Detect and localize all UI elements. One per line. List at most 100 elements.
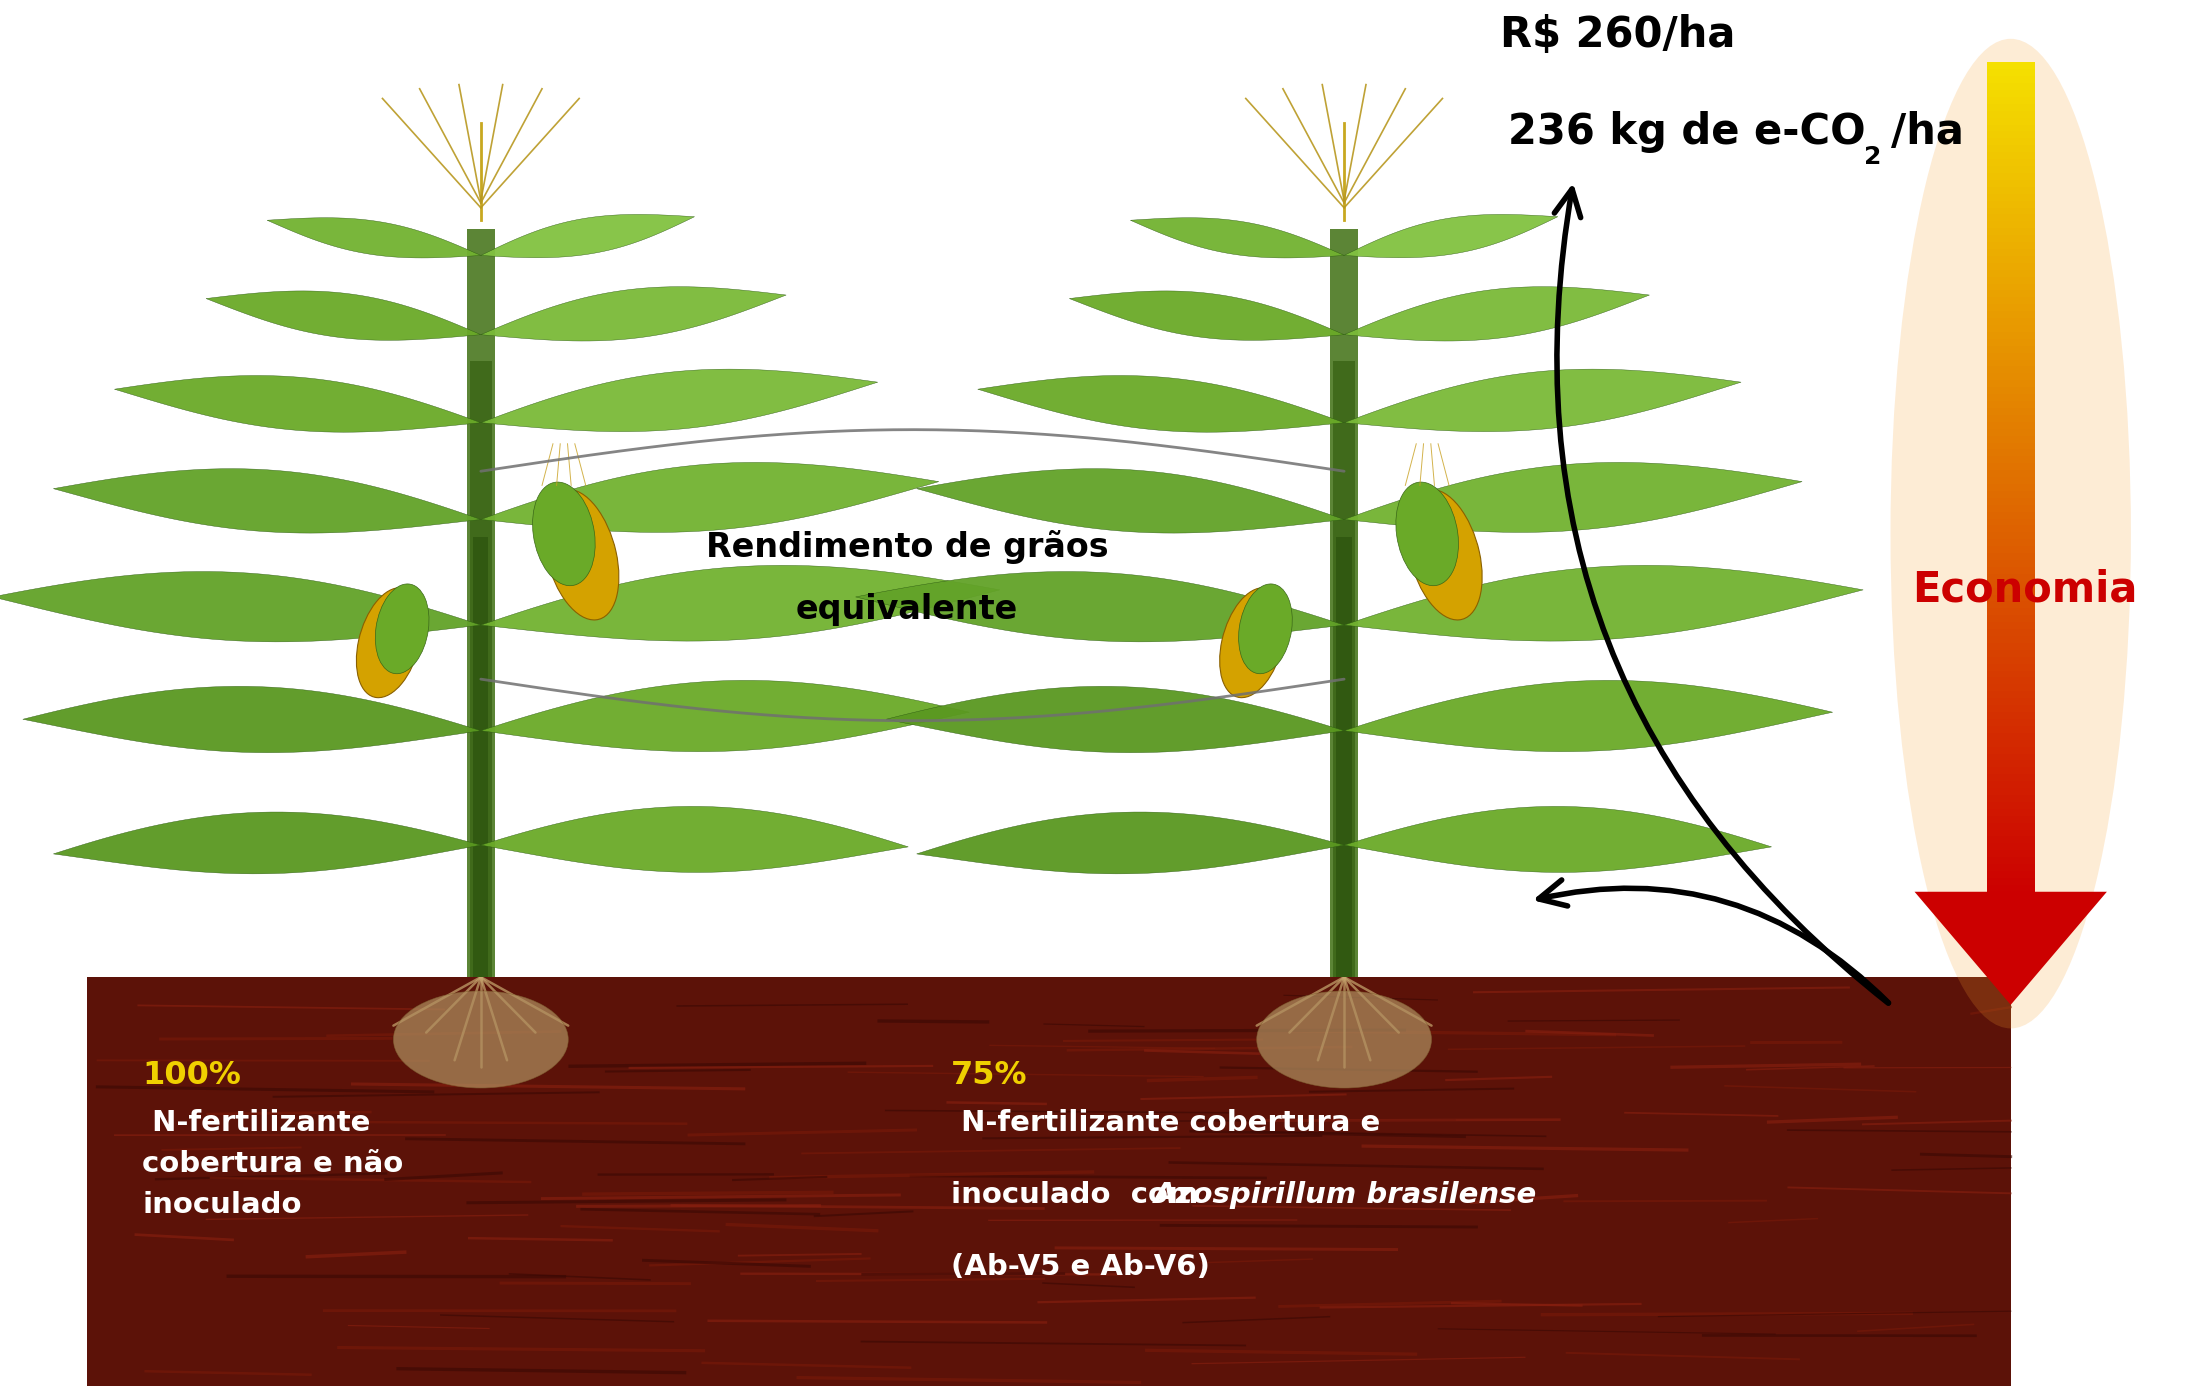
Bar	[1987, 484, 2035, 491]
Bar	[1987, 118, 2035, 125]
Bar	[1987, 518, 2035, 525]
Bar	[1987, 173, 2035, 180]
Bar	[1987, 111, 2035, 118]
Text: Azospirillum brasilense: Azospirillum brasilense	[1154, 1181, 1536, 1209]
Bar	[1987, 215, 2035, 222]
Bar	[1987, 477, 2035, 484]
Bar	[1987, 789, 2035, 796]
Text: 236 kg de e-CO: 236 kg de e-CO	[1508, 111, 1866, 152]
Bar	[1987, 180, 2035, 187]
Bar	[1987, 284, 2035, 291]
Bar	[1987, 146, 2035, 152]
Bar	[1987, 407, 2035, 414]
Bar	[1987, 359, 2035, 366]
Bar	[1987, 884, 2035, 891]
Polygon shape	[481, 565, 1000, 642]
Bar	[1987, 664, 2035, 671]
Polygon shape	[481, 215, 695, 258]
Ellipse shape	[393, 991, 569, 1088]
Bar	[1987, 567, 2035, 574]
Bar	[1987, 338, 2035, 345]
Bar	[1987, 401, 2035, 407]
Bar	[1987, 768, 2035, 775]
Bar	[1987, 139, 2035, 146]
Ellipse shape	[1890, 39, 2130, 1028]
Bar	[1987, 775, 2035, 782]
Bar	[1987, 229, 2035, 236]
Bar	[1330, 229, 1358, 977]
Bar	[1987, 345, 2035, 352]
Bar	[1987, 602, 2035, 608]
Polygon shape	[855, 571, 1345, 642]
Bar	[1987, 608, 2035, 615]
Ellipse shape	[356, 588, 422, 697]
Polygon shape	[481, 369, 877, 431]
Bar	[1987, 643, 2035, 650]
Text: R$ 260/ha: R$ 260/ha	[1499, 14, 1734, 55]
Polygon shape	[53, 812, 481, 873]
Bar	[1987, 152, 2035, 159]
Polygon shape	[1345, 215, 1558, 258]
Bar	[1987, 491, 2035, 498]
Polygon shape	[886, 686, 1345, 753]
Bar	[1987, 719, 2035, 726]
Bar	[1987, 324, 2035, 331]
Bar	[1987, 243, 2035, 249]
Bar	[1987, 470, 2035, 477]
Bar	[1987, 394, 2035, 401]
Bar	[1987, 525, 2035, 532]
Bar	[1987, 270, 2035, 277]
Bar	[1987, 352, 2035, 359]
Polygon shape	[207, 291, 481, 341]
Polygon shape	[1345, 369, 1741, 431]
Polygon shape	[22, 686, 481, 753]
Ellipse shape	[1220, 588, 1286, 697]
Polygon shape	[1130, 218, 1345, 258]
Bar	[1987, 76, 2035, 83]
Bar	[1987, 823, 2035, 830]
Bar	[1987, 414, 2035, 421]
Ellipse shape	[376, 584, 429, 674]
Ellipse shape	[1257, 991, 1431, 1088]
Bar	[1987, 712, 2035, 719]
Text: /ha: /ha	[1890, 111, 1963, 152]
Bar	[1987, 699, 2035, 705]
Polygon shape	[1345, 565, 1864, 642]
Bar	[1987, 837, 2035, 843]
Polygon shape	[481, 681, 969, 751]
Polygon shape	[1345, 807, 1772, 872]
Bar	[1987, 90, 2035, 97]
Bar	[473, 536, 488, 977]
Bar	[1987, 857, 2035, 863]
Bar	[1987, 532, 2035, 539]
Bar	[1987, 249, 2035, 256]
Bar	[1987, 83, 2035, 90]
Bar	[1987, 166, 2035, 173]
Bar	[1987, 298, 2035, 305]
Bar	[1987, 581, 2035, 588]
Polygon shape	[481, 807, 908, 872]
Bar	[1987, 560, 2035, 567]
Bar	[1987, 421, 2035, 428]
Bar	[1987, 97, 2035, 104]
Text: inoculado  com: inoculado com	[952, 1181, 1209, 1209]
Bar	[1987, 366, 2035, 373]
Bar	[1987, 726, 2035, 733]
Bar	[1987, 816, 2035, 823]
Bar	[1987, 194, 2035, 201]
Bar	[470, 362, 492, 977]
Bar	[88, 977, 2011, 1386]
Bar	[1987, 802, 2035, 809]
Text: N-fertilizante
cobertura e não
inoculado: N-fertilizante cobertura e não inoculado	[143, 1109, 402, 1220]
Polygon shape	[978, 376, 1345, 432]
Bar	[1987, 595, 2035, 602]
Bar	[1987, 463, 2035, 470]
Polygon shape	[1345, 463, 1802, 532]
Ellipse shape	[543, 489, 620, 620]
Bar	[1987, 449, 2035, 456]
Bar	[1987, 373, 2035, 380]
Bar	[1987, 622, 2035, 629]
Bar	[1987, 505, 2035, 511]
Bar	[1987, 685, 2035, 692]
Bar	[1987, 442, 2035, 449]
